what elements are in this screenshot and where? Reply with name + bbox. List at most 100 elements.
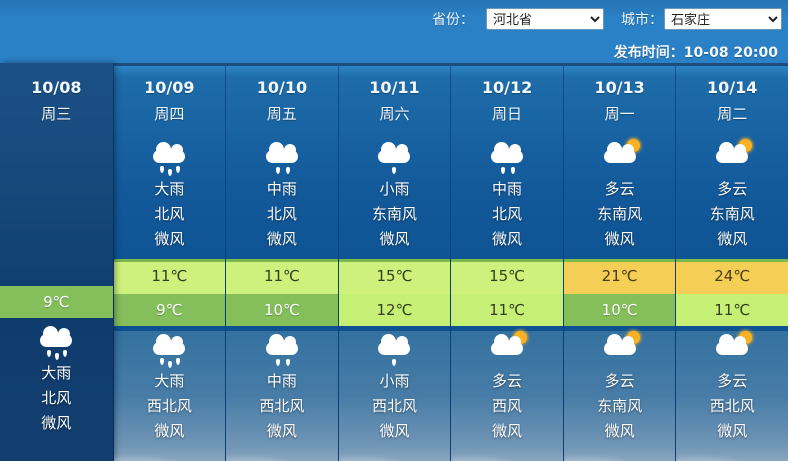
night-wind-strength: 微风 [492, 422, 523, 440]
night-wind-direction: 北风 [41, 389, 72, 407]
day-condition: 多云 [717, 180, 748, 198]
day-forecast-cell: 中雨 北风 微风 [226, 139, 338, 259]
rain-moderate-icon [484, 139, 530, 177]
low-temp-cell: 12℃ [338, 294, 451, 326]
rain-light-icon [371, 331, 417, 369]
rain-heavy-icon [146, 139, 192, 177]
date-label: 10/10 [256, 78, 308, 97]
night-wind-direction: 西北风 [709, 397, 755, 415]
forecast-column[interactable]: 10/10 周五 中雨 北风 微风 11℃ 10℃ 中雨 西北风 微风 [225, 66, 338, 461]
date-label: 10/12 [481, 78, 533, 97]
night-forecast-cell: 小雨 西北风 微风 [338, 331, 451, 461]
day-wind-direction: 东南风 [709, 205, 755, 223]
night-wind-direction: 西北风 [146, 397, 192, 415]
cloudy-sun-icon [709, 331, 755, 369]
column-header: 10/12 周日 [451, 66, 563, 134]
night-condition: 多云 [492, 372, 523, 390]
weekday-label: 周五 [266, 105, 297, 123]
weekday-label: 周日 [492, 105, 523, 123]
day-wind-strength: 微风 [266, 230, 297, 248]
day-wind-direction: 东南风 [597, 205, 643, 223]
day-wind-direction: 东南风 [371, 205, 417, 223]
day-forecast-cell: 小雨 东南风 微风 [339, 139, 451, 259]
column-header: 10/14 周二 [676, 66, 788, 134]
low-temp-cell: 11℃ [676, 294, 788, 326]
day-wind-direction: 北风 [154, 205, 185, 223]
day-forecast-cell [0, 134, 113, 254]
day-forecast-cell: 多云 东南风 微风 [564, 139, 676, 259]
weekday-label: 周四 [154, 105, 185, 123]
day-wind-strength: 微风 [154, 230, 185, 248]
night-condition: 小雨 [379, 372, 410, 390]
city-label: 城市： [621, 12, 663, 28]
high-temp-cell: 11℃ [113, 259, 226, 294]
rain-heavy-icon [146, 331, 192, 369]
date-label: 10/08 [31, 78, 82, 97]
forecast-column[interactable]: 10/08 周三 9℃ 大雨 北风 微风 [0, 63, 113, 461]
low-temp-cell: 9℃ [113, 294, 226, 326]
low-temp-cell: 9℃ [0, 286, 113, 318]
column-header: 10/13 周一 [564, 66, 676, 134]
day-condition: 中雨 [492, 180, 523, 198]
date-label: 10/11 [369, 78, 420, 97]
publish-time: 发布时间：10-08 20:00 [613, 45, 778, 61]
city-select[interactable]: 石家庄 [664, 8, 782, 30]
date-label: 10/14 [707, 78, 758, 97]
forecast-column[interactable]: 10/13 周一 多云 东南风 微风 21℃ 10℃ 多云 东南风 微风 [562, 66, 676, 461]
cloudy-sun-icon [484, 331, 530, 369]
night-wind-strength: 微风 [604, 422, 635, 440]
date-label: 10/09 [144, 78, 195, 97]
night-wind-strength: 微风 [266, 422, 297, 440]
night-forecast-cell: 中雨 西北风 微风 [226, 331, 338, 461]
night-forecast-cell: 大雨 西北风 微风 [113, 331, 226, 461]
night-wind-direction: 东南风 [597, 397, 643, 415]
low-temp-cell: 11℃ [451, 294, 563, 326]
night-forecast-cell: 多云 东南风 微风 [563, 331, 676, 461]
day-wind-strength: 微风 [717, 230, 748, 248]
night-condition: 大雨 [154, 372, 185, 390]
high-temp-cell: 24℃ [676, 259, 788, 294]
column-header: 10/11 周六 [339, 66, 451, 134]
forecast-column[interactable]: 10/11 周六 小雨 东南风 微风 15℃ 12℃ 小雨 西北风 微风 [337, 66, 451, 461]
province-label: 省份： [432, 12, 474, 28]
forecast-column[interactable]: 10/14 周二 多云 东南风 微风 24℃ 11℃ 多云 西北风 微风 [675, 66, 788, 461]
night-wind-direction: 西北风 [371, 397, 417, 415]
day-wind-direction: 北风 [492, 205, 523, 223]
rain-moderate-icon [259, 139, 305, 177]
night-wind-strength: 微风 [154, 422, 185, 440]
day-forecast-cell: 大雨 北风 微风 [114, 139, 226, 259]
column-header: 10/10 周五 [226, 66, 338, 134]
night-wind-strength: 微风 [41, 414, 72, 432]
forecast-table: 10/08 周三 9℃ 大雨 北风 微风 10/09 周四 大雨 北风 微风 11℃ 9… [0, 63, 788, 461]
high-temp-cell [0, 254, 113, 286]
day-forecast-cell: 中雨 北风 微风 [451, 139, 563, 259]
day-wind-direction: 北风 [266, 205, 297, 223]
night-condition: 多云 [604, 372, 635, 390]
rain-heavy-icon [33, 323, 79, 361]
rain-moderate-icon [259, 331, 305, 369]
weekday-label: 周一 [604, 105, 635, 123]
day-condition: 多云 [604, 180, 635, 198]
night-forecast-cell: 多云 西风 微风 [451, 331, 563, 461]
forecast-column[interactable]: 10/09 周四 大雨 北风 微风 11℃ 9℃ 大雨 西北风 微风 [112, 66, 226, 461]
night-wind-direction: 西北风 [259, 397, 305, 415]
high-temp-cell: 15℃ [451, 259, 563, 294]
date-label: 10/13 [594, 78, 645, 97]
forecast-column[interactable]: 10/12 周日 中雨 北风 微风 15℃ 11℃ 多云 西风 微风 [450, 66, 563, 461]
day-wind-strength: 微风 [604, 230, 635, 248]
night-wind-direction: 西风 [492, 397, 523, 415]
day-condition: 大雨 [154, 180, 185, 198]
weekday-label: 周六 [379, 105, 410, 123]
night-wind-strength: 微风 [379, 422, 410, 440]
night-forecast-cell: 多云 西北风 微风 [676, 331, 788, 461]
low-temp-cell: 10℃ [563, 294, 676, 326]
cloudy-sun-icon [597, 331, 643, 369]
night-forecast-cell: 大雨 北风 微风 [0, 323, 113, 453]
cloudy-sun-icon [709, 139, 755, 177]
topbar: 省份： 河北省 城市： 石家庄 发布时间：10-08 20:00 [0, 0, 788, 66]
day-wind-strength: 微风 [492, 230, 523, 248]
day-forecast-cell: 多云 东南风 微风 [676, 139, 788, 259]
province-select[interactable]: 河北省 [486, 8, 604, 30]
day-wind-strength: 微风 [379, 230, 410, 248]
